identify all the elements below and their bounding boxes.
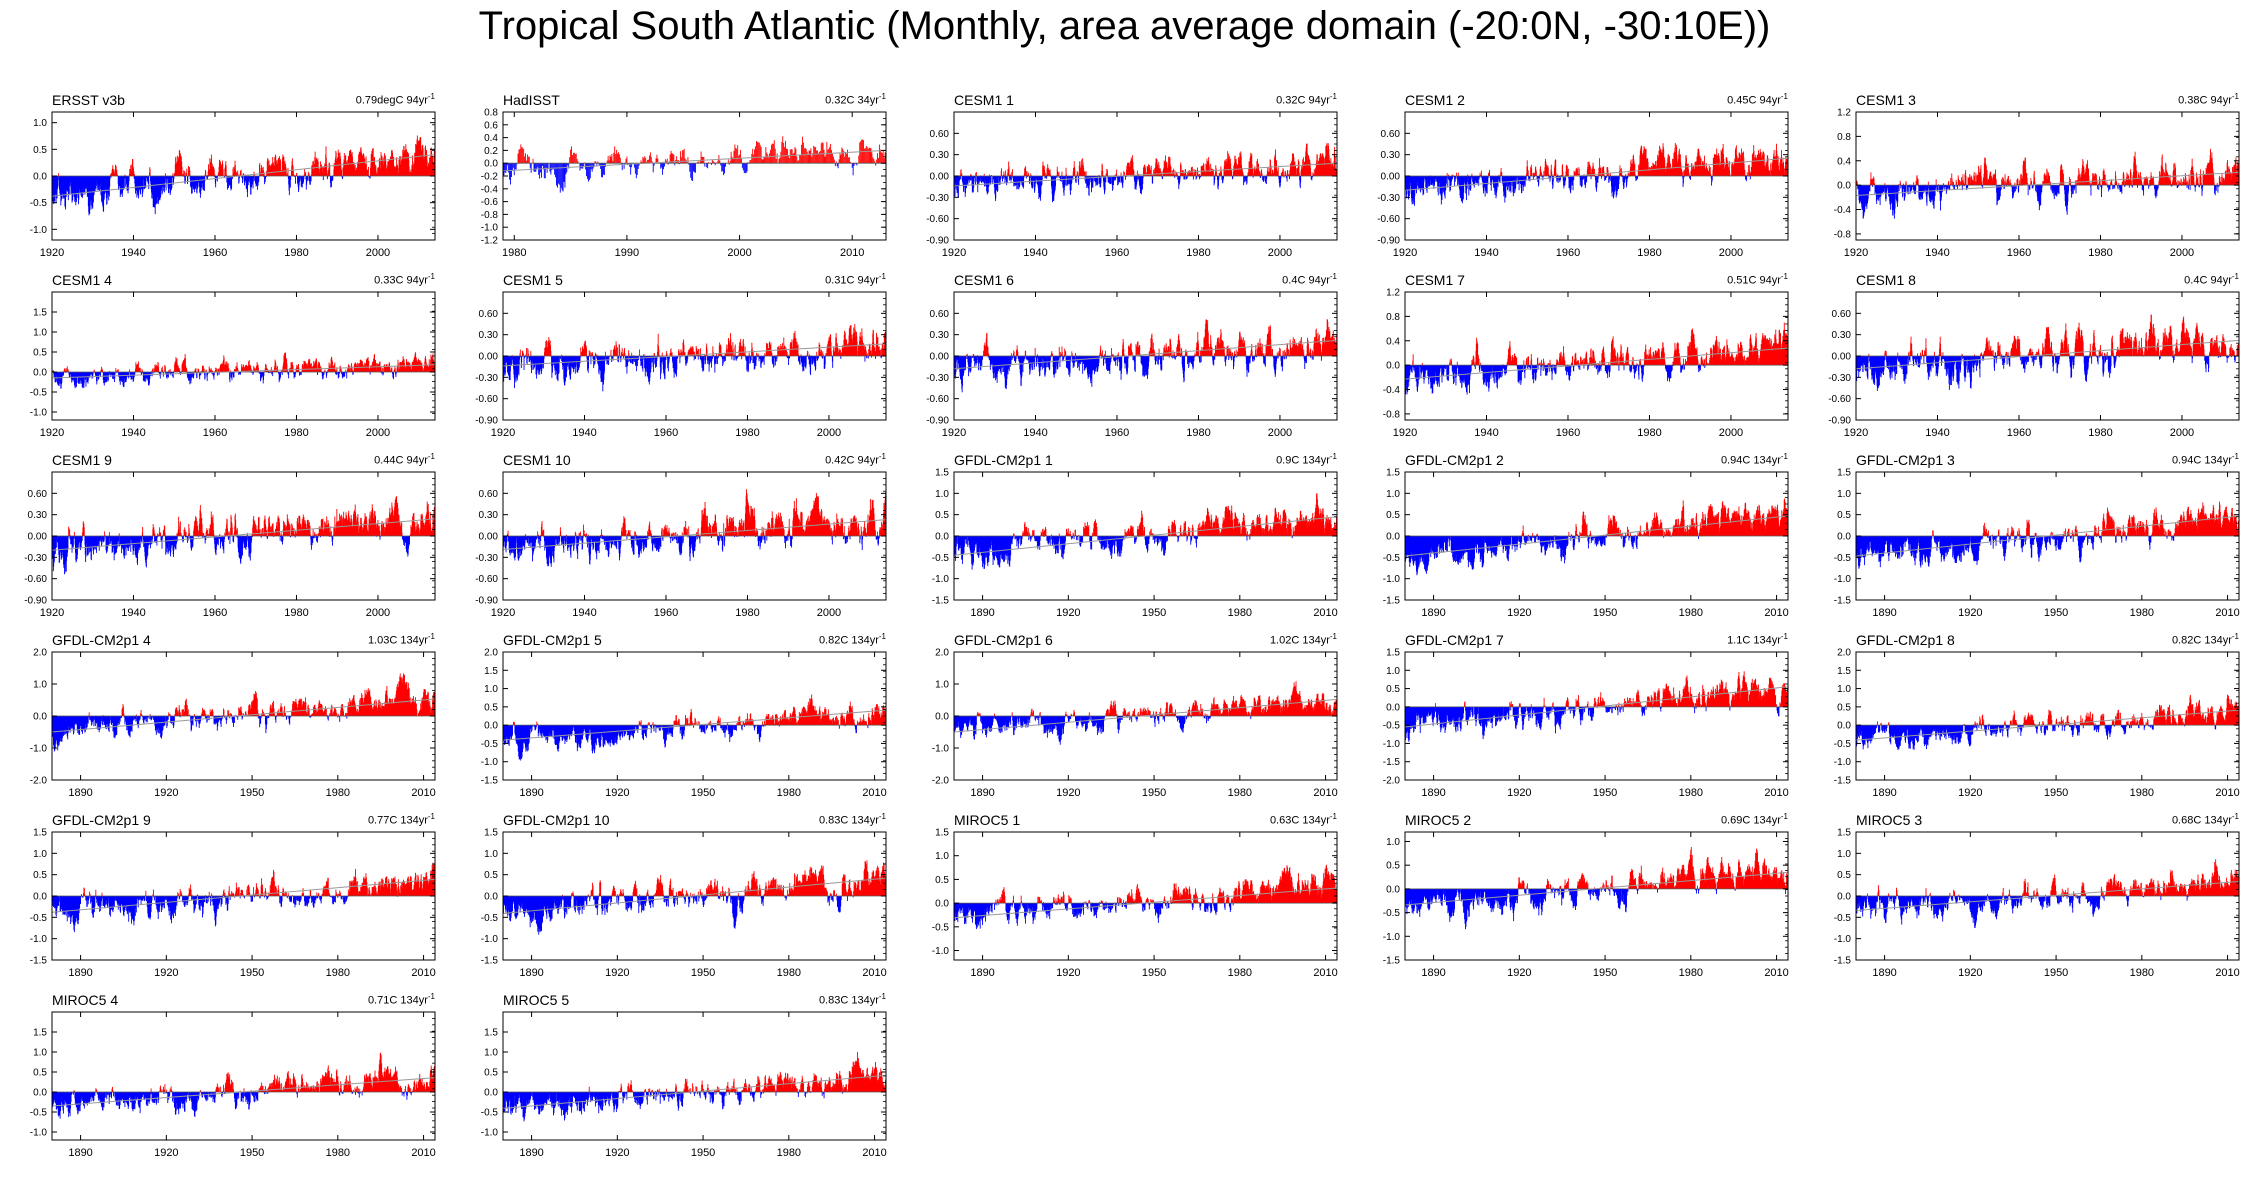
y-tick-label: 0.0 <box>484 159 498 170</box>
bars-group <box>953 143 1338 203</box>
trend-value: 0.32C 94yr <box>1276 95 1330 107</box>
y-tick-label: 1.0 <box>33 118 47 129</box>
y-tick-label: 0.30 <box>930 150 950 161</box>
trend-value: 0.32C 34yr <box>825 95 879 107</box>
y-tick-label: 0.60 <box>1381 129 1401 140</box>
trend-unit: -1 <box>1781 92 1788 101</box>
trend-line <box>502 149 887 172</box>
trend-label: 0.45C 94yr-1 <box>1727 90 1788 108</box>
y-tick-label: 0.6 <box>484 120 498 131</box>
trend-line <box>953 162 1338 187</box>
x-tick-label: 1940 <box>1023 247 1047 259</box>
trend-value: 0.79degC 94yr <box>356 95 428 107</box>
y-tick-label: -0.30 <box>1377 193 1400 204</box>
y-tick-label: -0.60 <box>1377 214 1400 225</box>
y-tick-label: 0.0 <box>33 172 47 183</box>
x-tick-label: 1940 <box>1474 247 1498 259</box>
trend-label: 0.38C 94yr-1 <box>2178 90 2239 108</box>
y-tick-label: 0.30 <box>1381 150 1401 161</box>
x-tick-label: 2000 <box>727 247 751 259</box>
y-tick-label: -0.60 <box>926 214 949 225</box>
x-tick-label: 1920 <box>942 247 966 259</box>
x-tick-label: 1960 <box>1556 247 1580 259</box>
panel-title: CESM1 2 <box>1405 92 1465 108</box>
x-tick-label: 2000 <box>1719 247 1743 259</box>
trend-unit: -1 <box>2232 92 2239 101</box>
chart-panel: CESM1 3 0.38C 94yr-1 1.2 0.8 0.4 0.0 -0.4 -0.8 1… <box>1804 92 2244 272</box>
x-tick-label: 2010 <box>840 247 864 259</box>
trend-label: 0.32C 94yr-1 <box>1276 90 1337 108</box>
bars-group <box>502 136 886 193</box>
y-tick-label: 0.2 <box>484 146 498 157</box>
y-tick-label: -0.90 <box>1377 236 1400 247</box>
chart-svg: 1.0 0.5 0.0 -0.5 -1.0 1920 1940 1960 1980 2000 <box>30 111 436 259</box>
y-tick-label: -1.0 <box>30 225 48 236</box>
y-tick-label: 0.60 <box>930 129 950 140</box>
x-tick-label: 1990 <box>615 247 639 259</box>
trend-unit: -1 <box>879 92 886 101</box>
x-tick-label: 1940 <box>121 247 145 259</box>
y-tick-label: -1.0 <box>481 223 499 234</box>
chart-panel: CESM1 1 0.32C 94yr-1 0.60 0.30 0.00 -0.30 -0.6… <box>902 92 1342 272</box>
page-title: Tropical South Atlantic (Monthly, area a… <box>0 2 2249 50</box>
x-tick-label: 1960 <box>203 247 227 259</box>
chart-svg: 0.80.60.40.20.0-0.2-0.4-0.6-0.8-1.0-1.21… <box>481 108 887 259</box>
y-tick-label: -0.8 <box>481 210 499 221</box>
trend-label: 0.79degC 94yr-1 <box>356 90 435 108</box>
trend-line <box>1404 157 1789 191</box>
x-tick-label: 1980 <box>1637 247 1661 259</box>
panel-title: CESM1 3 <box>1856 92 1916 108</box>
panel-title: HadISST <box>503 92 560 108</box>
chart-panel: ERSST v3b 0.79degC 94yr-1 1.0 0.5 0.0 -0.5 -1.… <box>0 92 440 272</box>
chart-panel: CESM1 2 0.45C 94yr-1 0.60 0.30 0.00 -0.30 -0.6… <box>1353 92 1793 272</box>
bars-group <box>1855 148 2240 219</box>
x-tick-label: 2000 <box>1268 247 1292 259</box>
y-tick-label: -0.6 <box>481 197 499 208</box>
trend-unit: -1 <box>1330 92 1337 101</box>
trend-label: 0.32C 34yr-1 <box>825 90 886 108</box>
trend-value: 0.38C 94yr <box>2178 95 2232 107</box>
x-tick-label: 1920 <box>1393 247 1417 259</box>
y-tick-label: -0.2 <box>481 172 499 183</box>
y-tick-label: -1.2 <box>481 236 499 247</box>
panel-title: CESM1 1 <box>954 92 1014 108</box>
y-tick-label: -0.4 <box>481 184 499 195</box>
panel-title: ERSST v3b <box>52 92 125 108</box>
chart-panel: HadISST 0.32C 34yr-1 0.8 0.6 0.4 0.2 0.0 -0.2 -0… <box>451 92 891 272</box>
y-tick-label: 0.5 <box>33 145 47 156</box>
bars-group <box>1404 142 1789 206</box>
x-tick-label: 2000 <box>366 247 390 259</box>
trend-value: 0.45C 94yr <box>1727 95 1781 107</box>
y-tick-label: 0.4 <box>484 133 498 144</box>
x-tick-label: 1980 <box>1186 247 1210 259</box>
y-tick-label: 0.8 <box>484 108 498 119</box>
x-tick-label: 1980 <box>502 247 526 259</box>
x-tick-label: 1960 <box>1105 247 1129 259</box>
y-tick-label: -0.30 <box>926 193 949 204</box>
x-tick-label: 1980 <box>284 247 308 259</box>
y-tick-label: 0.00 <box>1381 172 1401 183</box>
y-tick-label: -0.90 <box>926 236 949 247</box>
y-tick-label: 0.00 <box>930 172 950 183</box>
x-tick-label: 1920 <box>40 247 64 259</box>
y-tick-label: -0.5 <box>30 198 48 209</box>
trend-unit: -1 <box>428 92 435 101</box>
trend-line <box>51 154 436 197</box>
